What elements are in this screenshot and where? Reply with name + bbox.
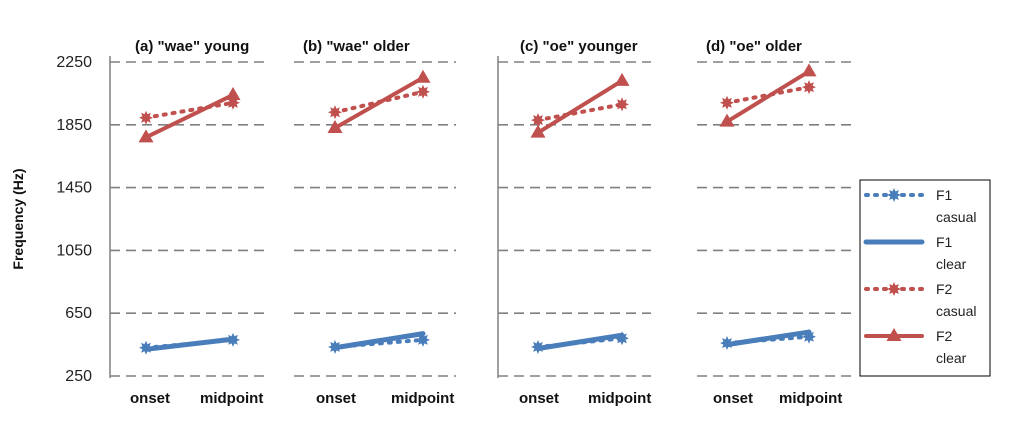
data-point: [530, 124, 546, 138]
x-tick-label: onset: [316, 390, 356, 407]
panel: (d) "oe" older onset midpoint: [706, 38, 842, 407]
panel: (c) "oe" younger onset midpoint: [519, 38, 651, 407]
y-tick-label: 2250: [56, 54, 92, 71]
data-point: [531, 113, 545, 128]
legend-label: F1: [936, 234, 953, 250]
series-line: [536, 78, 624, 135]
series-line: [144, 100, 235, 120]
data-point: [720, 95, 734, 110]
data-point: [225, 86, 241, 100]
y-tick-label: 1850: [56, 117, 92, 134]
panel: (a) "wae" young onset midpoint: [130, 38, 263, 407]
legend-label: clear: [936, 350, 967, 366]
data-point: [327, 119, 343, 133]
legend-label: casual: [936, 303, 976, 319]
y-tick-label: 1050: [56, 242, 92, 259]
x-tick-label: onset: [713, 390, 753, 407]
panel: (b) "wae" older onset midpoint: [303, 38, 454, 407]
legend-label: clear: [936, 256, 967, 272]
x-tick-label: onset: [519, 390, 559, 407]
data-point: [416, 84, 430, 99]
x-tick-label: midpoint: [779, 390, 842, 407]
data-point: [719, 113, 735, 127]
series-line: [333, 75, 425, 130]
panel-title: (b) "wae" older: [303, 38, 410, 55]
y-tick-label: 250: [65, 368, 92, 385]
series-line: [144, 92, 235, 140]
data-point: [138, 129, 154, 143]
data-point: [139, 110, 153, 125]
panel-title: (a) "wae" young: [135, 38, 249, 55]
legend-label: F2: [936, 281, 953, 297]
series-line: [535, 332, 625, 352]
data-point: [415, 69, 431, 83]
legend-label: F2: [936, 328, 953, 344]
legend: F1 casual F1 clear F2 casual F2 clear: [859, 179, 991, 377]
series-line: [143, 336, 236, 352]
data-point: [887, 282, 901, 296]
data-point: [887, 188, 901, 202]
panel-title: (d) "oe" older: [706, 38, 802, 55]
y-tick-label: 1450: [56, 180, 92, 197]
data-point: [801, 63, 817, 77]
series-line: [333, 337, 425, 349]
series-line: [725, 69, 811, 124]
x-tick-label: onset: [130, 390, 170, 407]
series-line: [724, 329, 812, 348]
y-tick-label: 650: [65, 305, 92, 322]
series-line: [332, 331, 426, 351]
data-point: [886, 328, 902, 341]
x-tick-label: midpoint: [588, 390, 651, 407]
data-point: [614, 72, 630, 86]
data-point: [328, 105, 342, 120]
panel-title: (c) "oe" younger: [520, 38, 638, 55]
gridlines: [110, 61, 851, 377]
x-tick-label: midpoint: [200, 390, 263, 407]
legend-label: F1: [936, 187, 953, 203]
data-point: [802, 80, 816, 95]
axes: 2250 1850 1450 1050 650 250: [56, 54, 499, 385]
legend-label: casual: [936, 209, 976, 225]
data-point: [615, 97, 629, 112]
series-line: [536, 102, 624, 123]
legend-box: [859, 179, 991, 377]
y-axis-label: Frequency (Hz): [10, 168, 26, 269]
x-tick-label: midpoint: [391, 390, 454, 407]
